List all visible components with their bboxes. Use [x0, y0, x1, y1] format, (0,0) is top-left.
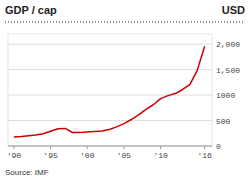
grid-line — [8, 120, 212, 121]
y-tick-label: 1,500 — [216, 66, 240, 75]
y-tick-label: 2,000 — [216, 40, 240, 49]
y-label: USD — [222, 4, 245, 16]
y-tick-label: 500 — [216, 117, 231, 126]
source: Source: IMF — [5, 168, 49, 177]
x-tick — [87, 146, 88, 149]
y-tick-label: 1000 — [216, 91, 235, 100]
grid-line — [8, 95, 212, 96]
grid-line — [8, 44, 212, 45]
line — [14, 46, 205, 137]
x-tick-label: '05 — [117, 151, 132, 160]
title: GDP / cap — [5, 4, 57, 16]
x-tick-label: '00 — [80, 151, 95, 160]
x-tick — [13, 146, 14, 149]
x-tick-label: '95 — [43, 151, 58, 160]
plot-area — [14, 46, 205, 137]
x-tick — [50, 146, 51, 149]
x-tick-label: '10 — [153, 151, 168, 160]
separator — [5, 22, 245, 23]
y-tick-label: 0 — [216, 142, 221, 151]
x-tick-label: '90 — [7, 151, 22, 160]
x-tick — [204, 146, 205, 149]
chart: GDP / cap USD 0 500 1000 1,500 2,000 '90 '95 '00 '… — [0, 0, 250, 180]
grid-line — [8, 69, 212, 70]
plot-frame — [8, 34, 212, 146]
x-axis — [8, 146, 212, 147]
x-tick — [160, 146, 161, 149]
x-tick — [123, 146, 124, 149]
x-tick-label: '16 — [197, 151, 212, 160]
grid-line — [8, 146, 212, 147]
